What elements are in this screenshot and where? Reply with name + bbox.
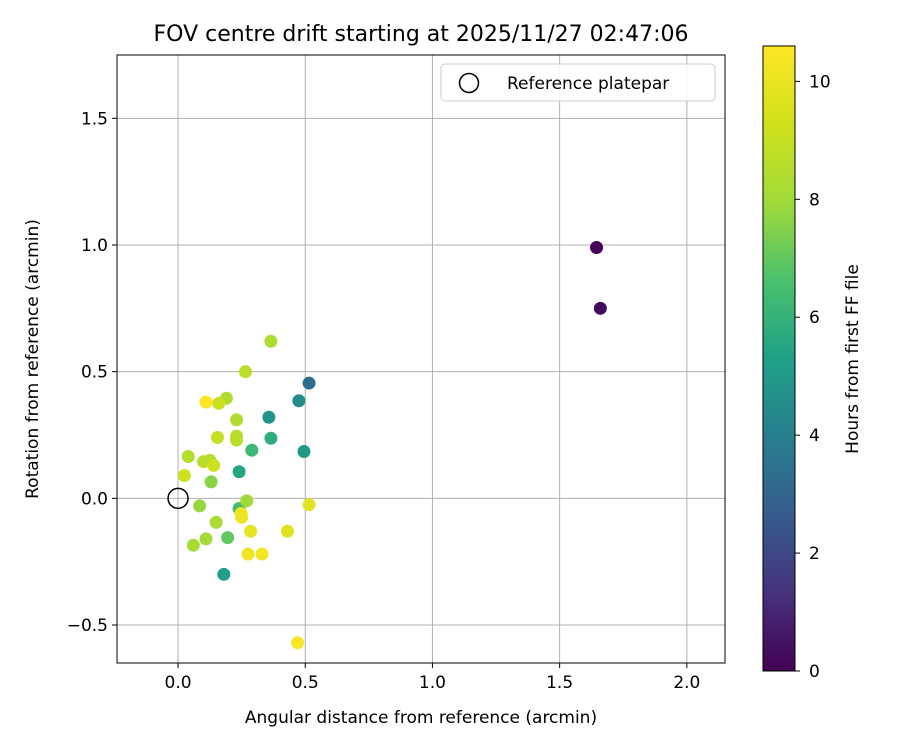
data-point bbox=[193, 499, 207, 513]
colorbar-tick-label: 0 bbox=[809, 662, 820, 682]
colorbar-tick-label: 6 bbox=[809, 308, 820, 328]
data-point bbox=[217, 567, 231, 581]
data-point bbox=[181, 450, 195, 464]
data-point bbox=[232, 465, 246, 479]
chart-title: FOV centre drift starting at 2025/11/27 … bbox=[154, 22, 689, 47]
data-point bbox=[292, 394, 306, 408]
data-point bbox=[302, 498, 316, 512]
data-point bbox=[240, 494, 254, 508]
data-point bbox=[262, 410, 276, 424]
data-point bbox=[221, 531, 235, 545]
y-tick-label: 1.5 bbox=[81, 109, 108, 129]
y-tick-label: 0.0 bbox=[81, 489, 108, 509]
data-point bbox=[302, 376, 316, 390]
colorbar-label: Hours from first FF file bbox=[843, 264, 863, 454]
data-point bbox=[280, 524, 294, 538]
legend-entry-reference: Reference platepar bbox=[507, 74, 669, 94]
data-point bbox=[234, 507, 248, 521]
x-tick-label: 0.5 bbox=[292, 673, 319, 693]
colorbar-tick-label: 10 bbox=[809, 72, 831, 92]
x-tick-label: 1.5 bbox=[546, 673, 573, 693]
data-point bbox=[241, 547, 255, 561]
colorbar-tick-label: 2 bbox=[809, 544, 820, 564]
data-point bbox=[230, 433, 244, 447]
data-point bbox=[255, 547, 269, 561]
colorbar-ticks: 0 2 4 6 8 10 bbox=[795, 72, 831, 682]
data-point bbox=[264, 334, 278, 348]
data-point bbox=[186, 538, 200, 552]
data-points bbox=[177, 241, 607, 650]
data-point bbox=[196, 455, 210, 469]
axis-ticks: 0.0 0.5 1.0 1.5 2.0 −0.5 0.0 0.5 1.0 1.5 bbox=[67, 109, 701, 693]
data-point bbox=[199, 532, 213, 546]
reference-platepar-marker bbox=[167, 487, 189, 510]
data-point bbox=[245, 443, 259, 457]
data-point bbox=[264, 431, 278, 445]
legend: Reference platepar bbox=[440, 63, 716, 102]
legend-reference-marker bbox=[458, 72, 480, 94]
data-point bbox=[199, 395, 213, 409]
data-point bbox=[590, 241, 604, 255]
plot-frame bbox=[116, 54, 726, 664]
data-point bbox=[244, 524, 258, 538]
colorbar: 0 2 4 6 8 10 Hours from first FF file bbox=[762, 45, 863, 682]
x-axis-label: Angular distance from reference (arcmin) bbox=[245, 708, 597, 728]
data-point bbox=[238, 365, 252, 379]
y-tick-label: 1.0 bbox=[81, 236, 108, 256]
data-point bbox=[230, 413, 244, 427]
grid-lines bbox=[117, 55, 725, 663]
data-point bbox=[210, 431, 224, 445]
data-point bbox=[297, 444, 311, 458]
y-axis-label: Rotation from reference (arcmin) bbox=[23, 219, 43, 499]
data-point bbox=[593, 301, 607, 315]
data-point bbox=[209, 515, 223, 529]
y-tick-label: 0.5 bbox=[81, 363, 108, 383]
data-point bbox=[212, 396, 226, 410]
colorbar-tick-label: 4 bbox=[809, 426, 820, 446]
x-tick-label: 1.0 bbox=[419, 673, 446, 693]
legend-box bbox=[440, 63, 716, 102]
x-tick-label: 0.0 bbox=[165, 673, 192, 693]
data-point bbox=[204, 475, 218, 489]
data-point bbox=[207, 458, 221, 472]
data-point bbox=[291, 636, 305, 650]
reference-marker-layer bbox=[167, 487, 189, 510]
colorbar-tick-label: 8 bbox=[809, 190, 820, 210]
colorbar-gradient bbox=[762, 45, 796, 672]
data-point bbox=[177, 469, 191, 483]
y-tick-label: −0.5 bbox=[67, 616, 108, 636]
x-tick-label: 2.0 bbox=[673, 673, 700, 693]
